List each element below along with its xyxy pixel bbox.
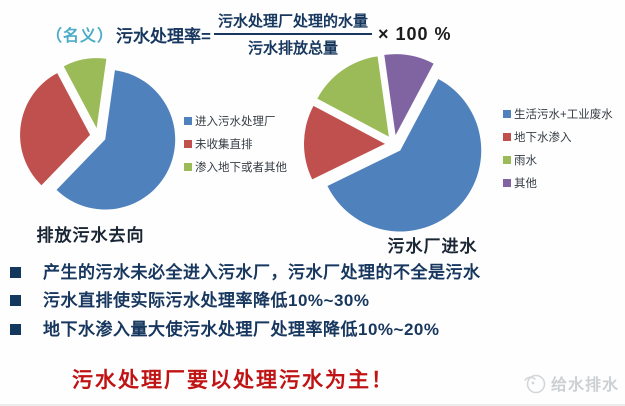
pie-slice	[327, 78, 482, 232]
slogan-text: 污水处理厂要以处理污水为主！	[72, 369, 394, 392]
bullet-square-icon	[10, 267, 21, 278]
legend-item: 渗入地下或者其他	[184, 159, 287, 175]
legend-discharge-destination: 进入污水处理厂 未收集直排渗入地下或者其他	[184, 113, 287, 182]
watermark: 给水排水	[523, 371, 619, 395]
chart-title-discharge-destination: 排放污水去向	[36, 226, 145, 245]
legend-label: 生活污水+工业废水	[514, 109, 613, 121]
legend-swatch-icon	[184, 140, 192, 148]
legend-label: 未收集直排	[195, 139, 253, 151]
legend-item: 其他	[503, 175, 613, 191]
pie-slice	[63, 58, 107, 129]
legend-label: 地下水渗入	[514, 132, 572, 144]
watermark-logo-icon	[524, 374, 546, 394]
formula-denominator: 污水排放总量	[247, 40, 338, 57]
legend-label: 渗入地下或者其他	[195, 162, 287, 174]
pie-slice	[304, 105, 386, 180]
bullet-text: 产生的污水未必全进入污水厂，污水厂处理的不全是污水	[43, 263, 481, 282]
pie-chart-discharge-destination	[20, 58, 176, 210]
legend-item: 雨水	[503, 152, 613, 168]
formula-multiplier: × 100 %	[377, 23, 452, 44]
bullet-square-icon	[10, 323, 21, 335]
formula: （名义） 污水处理率= 污水处理厂处理的水量 污水排放总量 × 100 %	[46, 10, 452, 58]
bullet-list: 产生的污水未必全进入污水厂，污水厂处理的不全是污水 污水直排使实际污水处理率降低1…	[10, 262, 618, 347]
legend-label: 其他	[514, 178, 537, 190]
bullet-item: 污水直排使实际污水处理率降低10%~30%	[10, 290, 618, 312]
pie-slice	[20, 73, 91, 186]
chart-title-plant-influent: 污水厂进水	[387, 237, 478, 256]
legend-plant-influent: 生活污水+工业废水 地下水渗入雨水其他	[503, 106, 613, 198]
legend-swatch-icon	[184, 117, 192, 125]
pie-chart-plant-influent	[304, 54, 482, 232]
watermark-label: 给水排水	[550, 377, 619, 394]
legend-item: 进入污水处理厂	[184, 113, 287, 129]
bullet-text: 污水直排使实际污水处理率降低10%~30%	[43, 291, 370, 311]
bullet-item: 地下水渗入量大使污水处理厂处理率降低10%~20%	[10, 319, 618, 341]
bullet-item: 产生的污水未必全进入污水厂，污水厂处理的不全是污水	[10, 262, 618, 284]
legend-swatch-icon	[503, 179, 511, 187]
legend-swatch-icon	[503, 133, 511, 141]
bullet-square-icon	[10, 295, 21, 307]
pie-slice	[384, 54, 434, 136]
formula-label: 污水处理率=	[116, 26, 211, 46]
legend-item: 未收集直排	[184, 136, 287, 152]
bullet-text: 地下水渗入量大使污水处理厂处理率降低10%~20%	[43, 319, 440, 339]
legend-item: 地下水渗入	[503, 129, 613, 145]
legend-label: 进入污水处理厂	[195, 116, 276, 128]
legend-swatch-icon	[503, 156, 511, 164]
formula-numerator: 污水处理厂处理的水量	[213, 10, 372, 35]
legend-swatch-icon	[184, 163, 192, 171]
pie-slice	[56, 70, 176, 210]
legend-label: 雨水	[514, 155, 537, 167]
formula-fraction: 污水处理厂处理的水量 污水排放总量	[213, 10, 372, 58]
formula-prefix: （名义）	[46, 28, 115, 45]
pie-slice	[317, 56, 389, 137]
legend-swatch-icon	[503, 110, 511, 118]
legend-item: 生活污水+工业废水	[503, 106, 613, 122]
